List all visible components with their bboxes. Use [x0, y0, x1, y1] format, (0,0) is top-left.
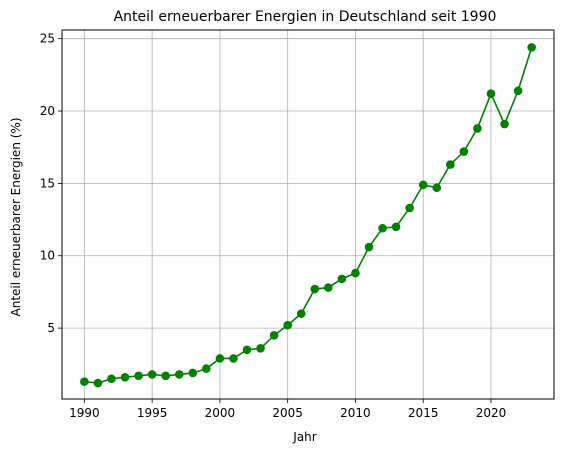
- x-tick-label: 1995: [137, 406, 168, 420]
- data-point: [527, 43, 536, 52]
- x-axis-ticks: 1990 1995 2000 2005 2010 2015 2020: [69, 399, 506, 420]
- data-point: [296, 309, 306, 318]
- y-tick-label: 20: [40, 104, 55, 118]
- data-point: [134, 371, 143, 381]
- chart-title: Anteil erneuerbarer Energien in Deutschl…: [114, 9, 497, 25]
- data-point: [351, 268, 360, 278]
- data-point: [161, 371, 170, 381]
- data-point: [500, 119, 509, 129]
- data-point: [513, 86, 523, 96]
- data-point: [418, 180, 428, 190]
- data-point: [256, 344, 265, 353]
- data-point: [283, 320, 292, 330]
- data-point: [188, 368, 198, 378]
- data-point: [107, 374, 116, 384]
- data-point: [337, 274, 347, 284]
- y-axis-label: Anteil erneuerbarer Energien (%): [9, 118, 23, 317]
- plot-area-border: [61, 29, 555, 400]
- data-point: [432, 183, 442, 193]
- data-point: [215, 354, 225, 363]
- data-point: [80, 377, 89, 386]
- series-points: [80, 43, 536, 388]
- data-point: [391, 222, 401, 232]
- data-point: [446, 160, 455, 169]
- data-point: [405, 203, 414, 213]
- y-axis-ticks: 5 10 15 20 25: [40, 32, 62, 335]
- data-point: [310, 284, 320, 294]
- data-point: [242, 345, 252, 355]
- grid: [62, 30, 554, 399]
- data-point: [486, 89, 496, 98]
- y-tick-label: 25: [40, 32, 55, 46]
- plot-frame: [61, 29, 555, 400]
- x-axis-label: Jahr: [292, 430, 316, 444]
- data-point: [459, 147, 469, 156]
- x-tick-label: 1990: [69, 406, 100, 420]
- y-tick-label: 15: [40, 176, 55, 190]
- data-point: [93, 378, 103, 388]
- data-point: [202, 364, 211, 373]
- data-point: [147, 370, 157, 379]
- y-tick-label: 5: [47, 321, 55, 335]
- x-tick-label: 2005: [272, 406, 303, 420]
- data-point: [324, 283, 333, 292]
- y-tick-label: 10: [40, 249, 55, 263]
- data-point: [364, 242, 374, 252]
- x-tick-label: 2020: [476, 406, 507, 420]
- data-point: [378, 223, 387, 233]
- x-tick-label: 2015: [408, 406, 439, 420]
- x-tick-label: 2010: [340, 406, 371, 420]
- data-point: [473, 124, 482, 133]
- data-point: [120, 372, 130, 382]
- x-tick-label: 2000: [205, 406, 236, 420]
- data-point: [174, 370, 184, 379]
- data-point: [269, 331, 279, 340]
- series-line: [84, 47, 533, 384]
- data-point: [229, 354, 238, 363]
